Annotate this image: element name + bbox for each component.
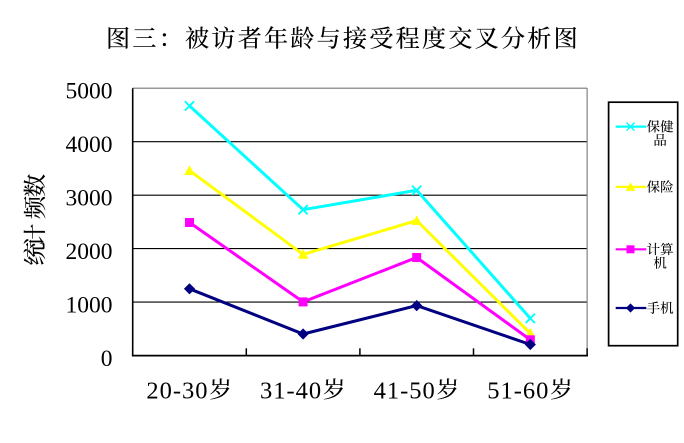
svg-text:3000: 3000 [66,186,113,212]
svg-text:5000: 5000 [66,79,113,105]
svg-text:51-60: 51-60 [487,377,549,404]
svg-text:20-30: 20-30 [146,377,208,404]
svg-text:1000: 1000 [66,292,113,318]
svg-text:41-50: 41-50 [374,377,436,404]
svg-text:2000: 2000 [66,239,113,265]
svg-text:31-40: 31-40 [260,377,322,404]
svg-text:4000: 4000 [66,132,113,158]
svg-text:0: 0 [101,346,113,372]
